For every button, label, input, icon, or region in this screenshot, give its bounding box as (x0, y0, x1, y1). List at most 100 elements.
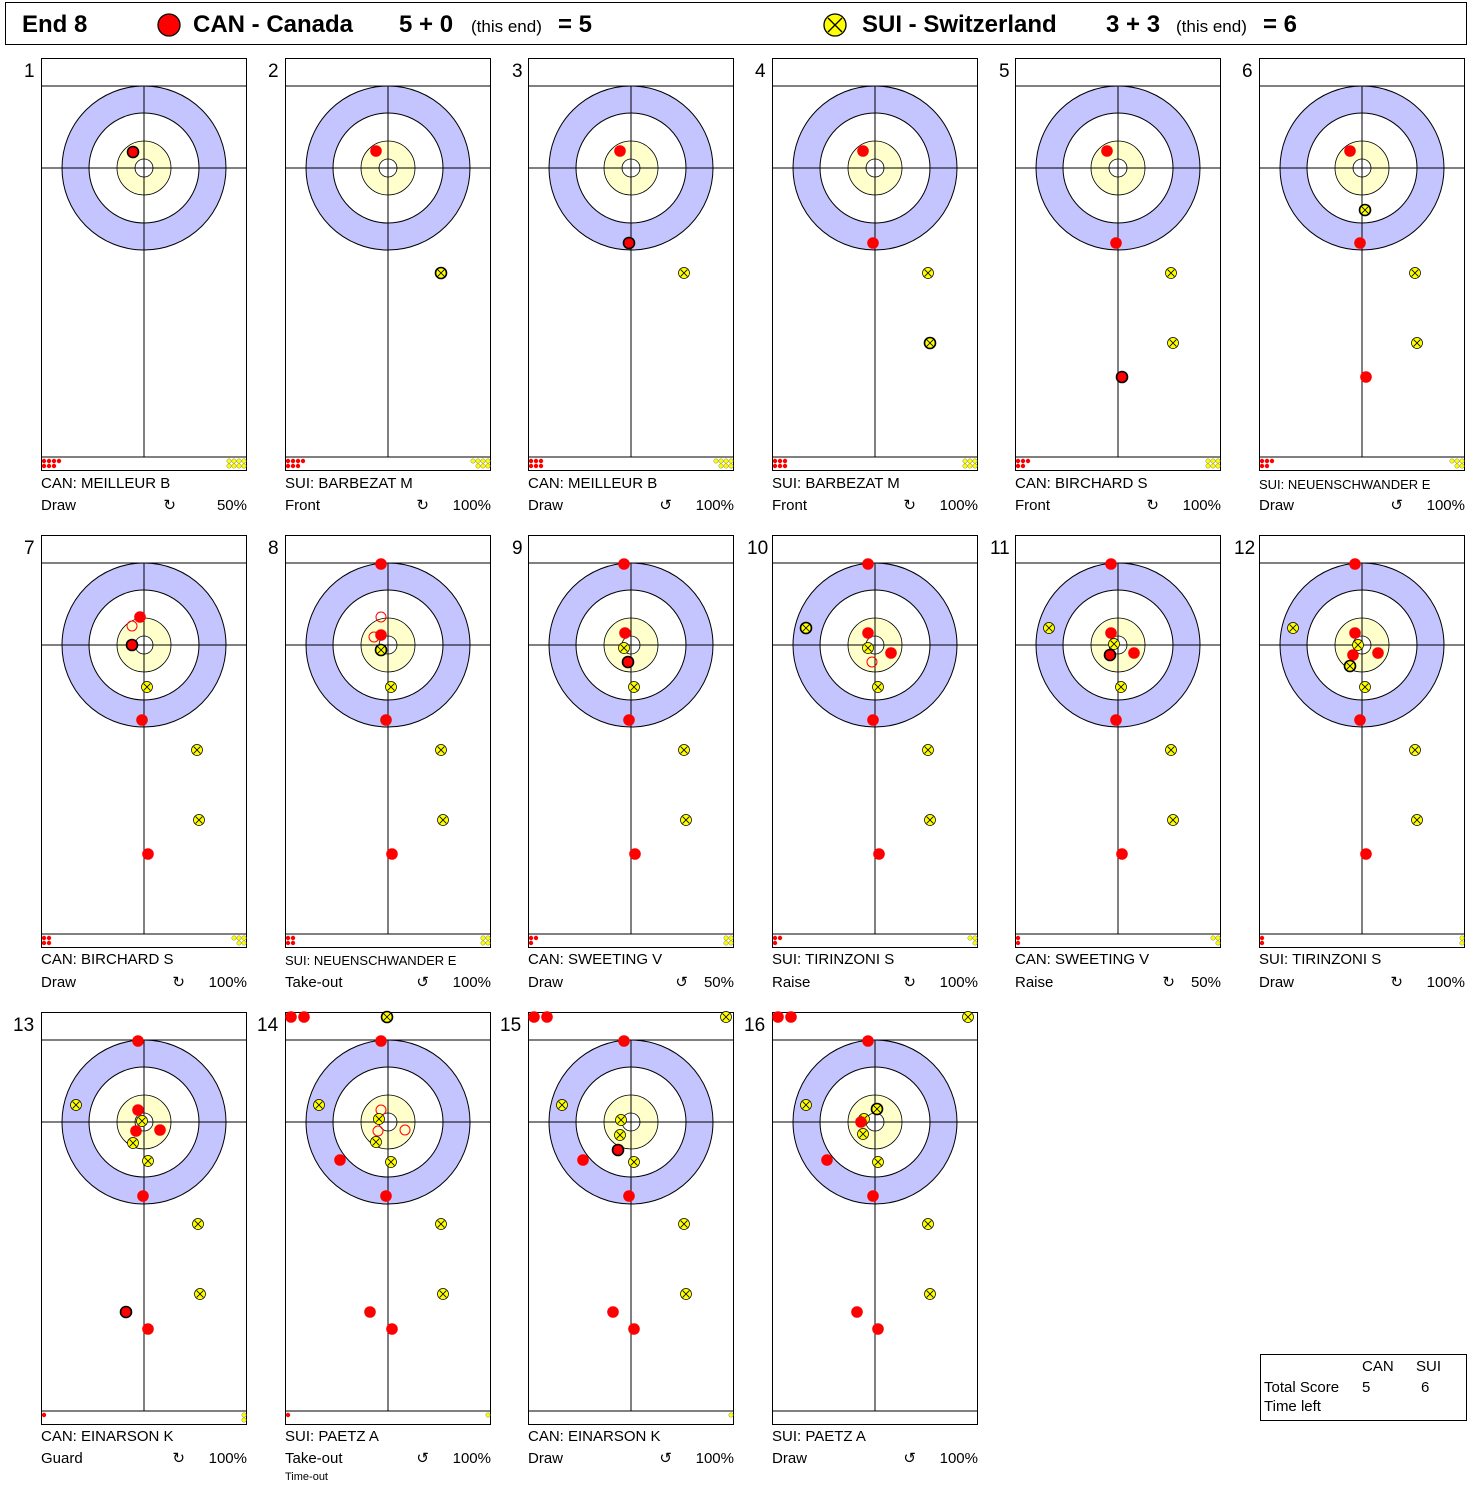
unplayed-red-stone (1259, 940, 1265, 946)
unplayed-red-stone (46, 940, 52, 946)
yellow-stone (800, 1099, 812, 1111)
yellow-stone (618, 642, 630, 654)
unplayed-red-stone (290, 463, 296, 469)
unplayed-yellow-stone (728, 463, 734, 469)
unplayed-yellow-stone (967, 458, 973, 464)
yellow-stone (922, 267, 934, 279)
unplayed-yellow-stone (1210, 458, 1216, 464)
unplayed-red-stone (1015, 940, 1021, 946)
shot-number: 6 (1242, 61, 1253, 82)
unplayed-yellow-stone (1459, 463, 1465, 469)
red-stone (867, 1190, 879, 1202)
rotation-icon: ↺ (903, 1450, 916, 1467)
red-stone (364, 1306, 376, 1318)
shot-type: Draw (528, 497, 564, 514)
team1-this-end: (this end) (471, 17, 542, 36)
shot-number: 11 (990, 538, 1010, 559)
shot-percent: 100% (208, 974, 247, 991)
shot-type: Raise (772, 974, 811, 991)
yellow-stone (922, 744, 934, 756)
unplayed-red-stone (777, 458, 783, 464)
unplayed-yellow-stone (718, 463, 724, 469)
shot-number: 8 (268, 538, 279, 559)
unplayed-red-stone (772, 940, 778, 946)
red-stone (1360, 848, 1372, 860)
team1-score-expr: 5 + 0 (399, 11, 454, 38)
unplayed-red-stone (56, 458, 62, 464)
red-stone (621, 655, 635, 669)
red-stone (785, 1011, 797, 1023)
unplayed-yellow-stone (962, 463, 968, 469)
red-stone (154, 1124, 166, 1136)
shot-percent: 100% (695, 497, 734, 514)
red-stone (872, 1323, 884, 1335)
unplayed-yellow-stone (475, 463, 481, 469)
red-stone (375, 1035, 387, 1047)
shot-type: Guard (41, 1450, 83, 1467)
yellow-stone (615, 1114, 627, 1126)
yellow-stone (191, 744, 203, 756)
yellow-stone (437, 1288, 449, 1300)
shot-percent: 100% (452, 974, 491, 991)
yellow-stone (924, 814, 936, 826)
yellow-stone (628, 681, 640, 693)
unplayed-yellow-stone (236, 935, 242, 941)
unplayed-yellow-stone (485, 940, 491, 946)
shot-number: 10 (747, 538, 769, 559)
shot-player: CAN: SWEETING V (528, 951, 663, 968)
curling-sheet (528, 535, 734, 948)
team2-total: = 6 (1263, 11, 1298, 38)
unplayed-red-stone (1264, 463, 1270, 469)
red-stone (1103, 648, 1117, 662)
yellow-stone (923, 336, 937, 350)
total-score-sui: 6 (1421, 1379, 1430, 1396)
score-table: CAN SUI Total Score 5 6 Time left (1260, 1354, 1467, 1421)
unplayed-red-stone (782, 463, 788, 469)
red-stone (867, 714, 879, 726)
red-stone (132, 1104, 144, 1116)
red-stone (1110, 714, 1122, 726)
unplayed-yellow-stone (723, 463, 729, 469)
unplayed-red-stone (285, 463, 291, 469)
yellow-stone (678, 1218, 690, 1230)
red-stone (623, 714, 635, 726)
yellow-stone (385, 681, 397, 693)
yellow-stone (1167, 814, 1179, 826)
end-header: End 8 CAN - Canada 5 + 0 (this end) = 5 … (5, 2, 1467, 45)
unplayed-yellow-stone (1210, 935, 1216, 941)
yellow-stone (872, 1156, 884, 1168)
rotation-icon: ↺ (1390, 497, 1403, 514)
unplayed-yellow-stone (1454, 458, 1460, 464)
yellow-stone (142, 1155, 154, 1167)
team2-score-expr: 3 + 3 (1106, 11, 1161, 38)
shot-player: SUI: BARBEZAT M (285, 475, 413, 492)
unplayed-yellow-stone (1215, 940, 1221, 946)
unplayed-yellow-stone (241, 458, 247, 464)
yellow-stone (1352, 639, 1364, 651)
red-stone (1115, 370, 1129, 384)
unplayed-red-stone (1264, 458, 1270, 464)
yellow-stone (1409, 267, 1421, 279)
red-stone (623, 1190, 635, 1202)
curling-sheet (772, 535, 978, 948)
unplayed-red-stone (285, 940, 291, 946)
team1-total: = 5 (558, 11, 593, 38)
unplayed-red-stone (538, 458, 544, 464)
yellow-stone (678, 744, 690, 756)
red-stone (1360, 371, 1372, 383)
unplayed-yellow-stone (728, 1412, 734, 1418)
unplayed-yellow-stone (480, 463, 486, 469)
unplayed-yellow-stone (1459, 940, 1465, 946)
curling-sheet (1259, 58, 1465, 471)
unplayed-yellow-stone (241, 935, 247, 941)
red-stone (1372, 647, 1384, 659)
red-stone (611, 1143, 625, 1157)
yellow-stone (194, 1288, 206, 1300)
unplayed-yellow-stone (236, 940, 242, 946)
unplayed-yellow-stone (972, 463, 978, 469)
unplayed-red-stone (777, 935, 783, 941)
unplayed-red-stone (295, 463, 301, 469)
shot-type: Front (285, 497, 321, 514)
red-stone (885, 647, 897, 659)
red-stone (1116, 848, 1128, 860)
